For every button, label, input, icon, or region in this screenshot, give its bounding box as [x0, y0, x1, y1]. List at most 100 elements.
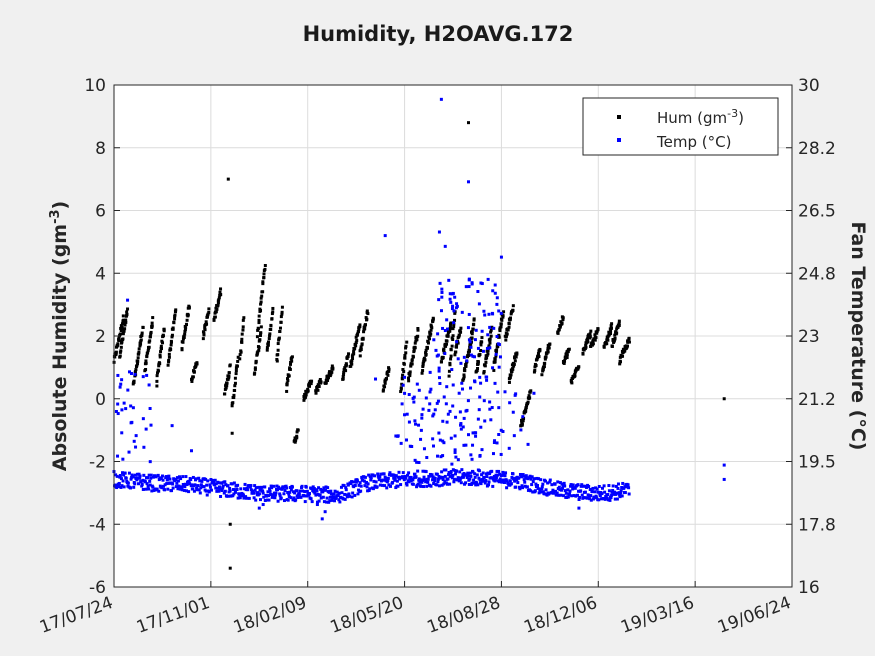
hum-point — [233, 381, 237, 385]
hum-point — [170, 335, 174, 339]
temp-point — [327, 490, 331, 494]
legend-box — [582, 97, 779, 156]
hum-point — [586, 340, 590, 344]
temp-point — [467, 433, 471, 437]
temp-point — [351, 491, 355, 495]
temp-point — [441, 326, 445, 330]
temp-point — [296, 496, 300, 500]
hum-point — [256, 327, 260, 331]
temp-point — [267, 498, 271, 502]
hum-point — [147, 345, 151, 349]
hum-point — [162, 327, 166, 331]
hum-point — [615, 331, 619, 335]
temp-point — [225, 494, 229, 498]
hum-point — [119, 324, 123, 328]
temp-point — [457, 476, 461, 480]
temp-point — [499, 311, 503, 315]
temp-point — [215, 486, 219, 490]
hum-point — [341, 375, 345, 379]
temp-point — [490, 406, 494, 410]
hum-point — [278, 329, 282, 333]
hum-point — [527, 394, 531, 398]
temp-point — [497, 406, 501, 410]
temp-point — [541, 482, 545, 486]
temp-point — [442, 395, 446, 399]
temp-point — [141, 417, 145, 421]
temp-point — [554, 489, 558, 493]
temp-point — [189, 449, 193, 453]
hum-point — [563, 359, 567, 363]
temp-point — [385, 486, 389, 490]
temp-point — [121, 479, 125, 483]
temp-point — [428, 390, 432, 394]
temp-point — [471, 431, 475, 435]
temp-point — [346, 483, 350, 487]
y-right-tick-label: 17.8 — [798, 515, 836, 535]
temp-point — [559, 493, 563, 497]
temp-point — [532, 391, 536, 395]
temp-point — [445, 327, 449, 331]
hum-point — [276, 342, 280, 346]
temp-point — [136, 476, 140, 480]
temp-point — [401, 383, 405, 387]
hum-point — [489, 334, 493, 338]
temp-point — [465, 473, 469, 477]
temp-point — [439, 309, 443, 313]
hum-point — [357, 329, 361, 333]
temp-point — [440, 290, 444, 294]
temp-point — [478, 478, 482, 482]
hum-point — [155, 379, 159, 383]
temp-point — [329, 492, 333, 496]
hum-point — [267, 337, 271, 341]
temp-point — [362, 475, 366, 479]
temp-point — [493, 478, 497, 482]
temp-point — [599, 497, 603, 501]
temp-point — [591, 486, 595, 490]
temp-point — [123, 471, 127, 475]
temp-point — [473, 379, 477, 383]
temp-point — [282, 492, 286, 496]
temp-point — [124, 476, 128, 480]
temp-point — [328, 499, 332, 503]
temp-point — [495, 296, 499, 300]
temp-point — [149, 423, 153, 427]
temp-point — [479, 381, 483, 385]
hum-point — [508, 316, 512, 320]
y-right-tick-label: 16 — [798, 578, 820, 598]
hum-point — [593, 338, 597, 342]
temp-point — [590, 490, 594, 494]
hum-point — [494, 354, 498, 358]
temp-point — [574, 494, 578, 498]
temp-point — [428, 370, 432, 374]
temp-point — [246, 488, 250, 492]
temp-point — [239, 487, 243, 491]
hum-point — [413, 346, 417, 350]
hum-point — [567, 347, 571, 351]
hum-point — [504, 338, 508, 342]
temp-point — [369, 478, 373, 482]
temp-point — [236, 496, 240, 500]
hum-point — [449, 321, 453, 325]
hum-point — [328, 374, 332, 378]
temp-point — [517, 485, 521, 489]
hum-point — [134, 368, 138, 372]
temp-point — [249, 484, 253, 488]
hum-point — [430, 326, 434, 330]
hum-point — [424, 351, 428, 355]
temp-point — [209, 488, 213, 492]
hum-point — [148, 335, 152, 339]
temp-point — [576, 483, 580, 487]
temp-point — [147, 473, 151, 477]
hum-point — [538, 348, 542, 352]
temp-point — [251, 489, 255, 493]
temp-point — [391, 480, 395, 484]
temp-point — [209, 478, 213, 482]
legend: Hum (gm-3) Temp (°C) — [582, 97, 779, 156]
temp-point — [561, 486, 565, 490]
hum-point — [330, 364, 334, 368]
temp-point — [344, 488, 348, 492]
temp-point — [475, 481, 479, 485]
temp-point — [164, 475, 168, 479]
hum-point — [116, 343, 120, 347]
temp-point — [627, 486, 631, 490]
